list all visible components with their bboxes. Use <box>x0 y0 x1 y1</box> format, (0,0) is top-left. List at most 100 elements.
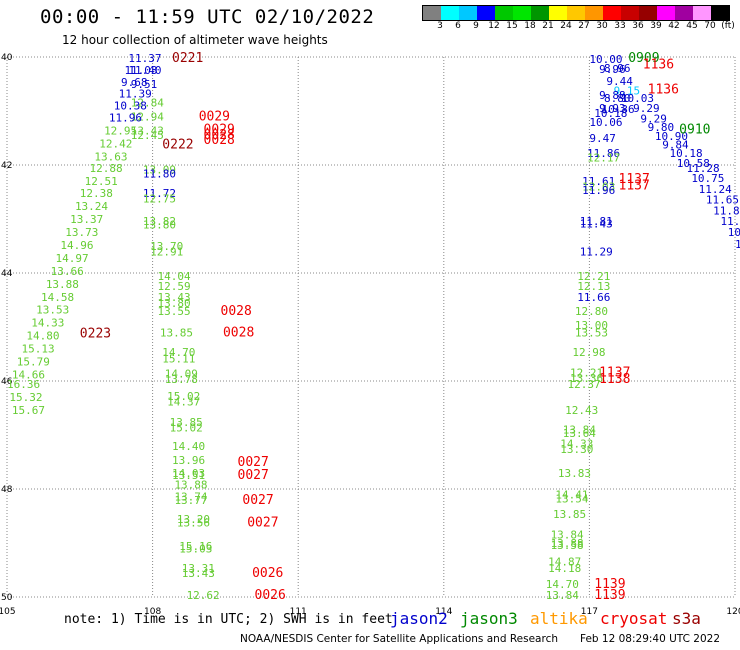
wave-height-label: 12.59 <box>157 280 190 293</box>
wave-height-label: 13.53 <box>575 326 608 339</box>
x-tick-label: 114 <box>435 607 452 617</box>
wave-height-label: 13.00 <box>575 319 608 332</box>
wave-height-label: 9.84 <box>662 138 689 151</box>
wave-height-label: 13.85 <box>553 508 586 521</box>
wave-height-label: 9.51 <box>131 78 158 91</box>
wave-height-label: 13.77 <box>174 494 207 507</box>
chart-subtitle: 12 hour collection of altimeter wave hei… <box>62 33 328 47</box>
wave-height-label: 13.78 <box>165 373 198 386</box>
wave-height-label: 14.97 <box>56 252 89 265</box>
wave-height-label: 11.65 <box>706 194 739 207</box>
wave-height-label: 11.86 <box>587 147 620 160</box>
wave-height-label: 8.96 <box>604 62 631 75</box>
colorbar-label: 12 <box>488 21 500 31</box>
wave-height-label: 14.70 <box>162 346 195 359</box>
colorbar-label: 15 <box>506 21 518 31</box>
wave-height-label: 13.80 <box>143 218 176 231</box>
track-time-label: 1137 <box>619 179 650 194</box>
track-time-label: 0027 <box>238 455 269 470</box>
wave-height-label: 12.84 <box>131 96 164 109</box>
wave-height-label: 10.70 <box>728 226 740 239</box>
wave-height-label: 12.95 <box>104 124 137 137</box>
legend-jason2: jason2 <box>390 609 448 628</box>
wave-height-label: 13.66 <box>51 265 84 278</box>
wave-height-label: 14.33 <box>560 438 593 451</box>
wave-height-label: 9.88 <box>599 89 626 102</box>
track-time-label: 0029 <box>204 122 235 137</box>
wave-height-label: 14.96 <box>60 239 93 252</box>
wave-height-label: 12.80 <box>575 305 608 318</box>
colorbar-label: 45 <box>686 21 698 31</box>
track-time-label: 1137 <box>619 172 650 187</box>
wave-height-label: 13.96 <box>172 454 205 467</box>
footer-credit: NOAA/NESDIS Center for Satellite Applica… <box>240 633 558 645</box>
wave-height-label: 10.18 <box>594 107 627 120</box>
wave-height-label: 11.96 <box>109 111 142 124</box>
colorbar-labels: 3 6 9 12 15 18 21 24 27 30 33 36 39 42 45 70 (ft) <box>422 21 735 33</box>
wave-height-label: 10.18 <box>669 147 702 160</box>
wave-height-label: 11.28 <box>686 162 719 175</box>
colorbar-swatch <box>423 6 441 20</box>
legend-jason3: jason3 <box>460 609 518 628</box>
wave-height-label: 9.93 <box>599 102 626 115</box>
colorbar-label: 21 <box>542 21 554 31</box>
wave-height-label: 9.96 <box>599 63 626 76</box>
wave-height-label: 12.62 <box>187 589 220 602</box>
wave-height-label: 13.53 <box>36 304 69 317</box>
wave-height-label: 13.74 <box>174 491 207 504</box>
colorbar-label: 6 <box>455 21 461 31</box>
colorbar-label: 39 <box>650 21 662 31</box>
track-time-label: 0027 <box>247 515 278 530</box>
wave-height-label: 12.37 <box>568 378 601 391</box>
wave-height-label: 11.43 <box>580 217 613 230</box>
wave-height-label: 15.16 <box>179 540 212 553</box>
wave-height-label: 14.18 <box>548 562 581 575</box>
wave-height-label: 14.70 <box>546 578 579 591</box>
track-time-label: 1138 <box>599 372 630 387</box>
wave-height-label: 10.06 <box>589 116 622 129</box>
track-time-label: 0910 <box>679 122 710 137</box>
wave-height-label: 15.79 <box>17 356 50 369</box>
footer-timestamp: Feb 12 08:29:40 UTC 2022 <box>580 633 720 645</box>
track-time-label: 0221 <box>172 51 203 66</box>
colorbar-swatch <box>693 6 711 20</box>
wave-height-label: 11.03 <box>124 64 157 77</box>
wave-height-label: 11.12 <box>735 238 740 251</box>
wave-height-label: 14.03 <box>172 467 205 480</box>
wave-height-label: 14.40 <box>172 440 205 453</box>
legend-altika: altika <box>530 609 588 628</box>
y-tick-label: 42 <box>1 161 12 171</box>
colorbar-label: (ft) <box>721 21 735 31</box>
wave-height-label: 13.64 <box>563 427 596 440</box>
wave-height-label: 15.67 <box>12 404 45 417</box>
colorbar-label: 27 <box>578 21 590 31</box>
wave-height-label: 14.80 <box>26 330 59 343</box>
wave-height-label: 12.21 <box>577 270 610 283</box>
track-time-label: 1139 <box>594 588 625 603</box>
wave-height-label: 14.04 <box>157 270 190 283</box>
colorbar-swatch <box>459 6 477 20</box>
wave-height-label: 8.80 <box>604 92 631 105</box>
track-time-label: 0028 <box>223 325 254 340</box>
wave-height-label: 13.55 <box>157 305 190 318</box>
wave-height-label: 9.68 <box>121 76 148 89</box>
wave-height-label: 13.31 <box>182 562 215 575</box>
track-time-label: 0222 <box>162 137 193 152</box>
y-tick-label: 40 <box>1 53 13 63</box>
wave-height-label: 13.83 <box>558 467 591 480</box>
colorbar-label: 33 <box>614 21 626 31</box>
wave-height-label: 11.40 <box>128 64 161 77</box>
wave-height-label: 12.42 <box>99 137 132 150</box>
colorbar-swatch <box>567 6 585 20</box>
colorbar-label: 70 <box>704 21 716 31</box>
wave-height-label: 10.38 <box>114 100 147 113</box>
wave-height-label: 14.41 <box>555 488 588 501</box>
wave-height-label: 12.45 <box>131 129 164 142</box>
colorbar-swatch <box>531 6 549 20</box>
wave-height-label: 12.98 <box>572 346 605 359</box>
wave-height-label: 11.37 <box>128 52 161 65</box>
wave-height-label: 13.88 <box>46 278 79 291</box>
track-time-label: 0909 <box>628 51 659 66</box>
wave-height-label: 13.58 <box>551 539 584 552</box>
